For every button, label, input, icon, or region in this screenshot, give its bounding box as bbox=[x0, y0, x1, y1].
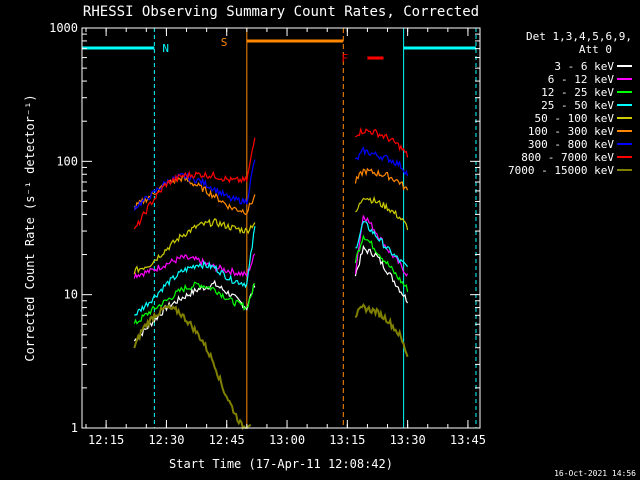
y-tick-label-100: 100 bbox=[56, 154, 78, 168]
plot-frame bbox=[81, 27, 481, 429]
y-axis-label: Corrected Count Rate (s⁻¹ detector⁻¹) bbox=[23, 94, 37, 361]
series-layer bbox=[133, 126, 409, 431]
series-line-800-7000-kev bbox=[355, 126, 409, 158]
x-tick-label-12-15: 12:15 bbox=[88, 433, 124, 447]
legend-header-line-1: Det 1,3,4,5,6,9, bbox=[526, 30, 632, 43]
annotation-layer: N S F bbox=[162, 36, 348, 65]
legend-label-50-100-kev: 50 - 100 keV bbox=[535, 112, 615, 125]
series-line-50-100-kev bbox=[355, 195, 409, 231]
series-line-100-300-kev bbox=[354, 167, 409, 191]
series-line-3-6-kev bbox=[133, 279, 256, 342]
chart-title: RHESSI Observing Summary Count Rates, Co… bbox=[83, 4, 479, 20]
series-line-50-100-kev bbox=[133, 218, 256, 275]
series-line-300-800-kev bbox=[133, 159, 256, 211]
annotation-s: S bbox=[221, 36, 228, 49]
x-tick-label-13-30: 13:30 bbox=[390, 433, 426, 447]
x-axis: 12:15 12:30 12:45 13:00 13:15 13:30 13:45 bbox=[85, 28, 486, 447]
series-line-800-7000-kev bbox=[133, 137, 256, 230]
series-line-3-6-kev bbox=[354, 244, 409, 304]
y-axis: 1 10 100 1000 bbox=[49, 21, 480, 435]
x-tick-label-12-45: 12:45 bbox=[209, 433, 245, 447]
series-line-12-25-kev bbox=[354, 234, 409, 292]
legend-label-12-25-kev: 12 - 25 keV bbox=[541, 86, 614, 99]
legend-label-100-300-kev: 100 - 300 keV bbox=[528, 125, 614, 138]
series-line-100-300-kev bbox=[133, 175, 256, 216]
legend-label-7000-15000-kev: 7000 - 15000 keV bbox=[508, 164, 614, 177]
y-tick-label-10: 10 bbox=[64, 288, 78, 302]
series-line-25-50-kev bbox=[134, 226, 256, 316]
series-line-6-12-kev bbox=[133, 253, 256, 279]
x-tick-label-13-00: 13:00 bbox=[269, 433, 305, 447]
y-tick-label-1000: 1000 bbox=[49, 21, 78, 35]
legend-header-line-2: Att 0 bbox=[579, 43, 612, 56]
series-line-300-800-kev bbox=[355, 146, 409, 176]
series-line-7000-15000-kev bbox=[354, 302, 409, 358]
x-axis-label: Start Time (17-Apr-11 12:08:42) bbox=[169, 457, 393, 471]
series-line-7000-15000-kev bbox=[133, 303, 252, 431]
attenuator-markers bbox=[81, 28, 477, 428]
legend-label-25-50-kev: 25 - 50 keV bbox=[541, 99, 614, 112]
legend-label-3-6-kev: 3 - 6 keV bbox=[554, 60, 614, 73]
x-tick-label-12-30: 12:30 bbox=[148, 433, 184, 447]
legend-label-6-12-kev: 6 - 12 keV bbox=[548, 73, 615, 86]
x-tick-label-13-15: 13:15 bbox=[329, 433, 365, 447]
annotation-n: N bbox=[162, 42, 169, 55]
legend-label-800-7000-kev: 800 - 7000 keV bbox=[521, 151, 614, 164]
legend-label-300-800-kev: 300 - 800 keV bbox=[528, 138, 614, 151]
x-tick-label-13-45: 13:45 bbox=[450, 433, 486, 447]
series-line-12-25-kev bbox=[133, 281, 256, 325]
y-tick-label-1: 1 bbox=[71, 421, 78, 435]
series-line-6-12-kev bbox=[354, 215, 409, 277]
date-stamp: 16-Oct-2021 14:56 bbox=[554, 469, 636, 478]
series-line-25-50-kev bbox=[355, 220, 409, 268]
annotation-f: F bbox=[341, 52, 348, 65]
